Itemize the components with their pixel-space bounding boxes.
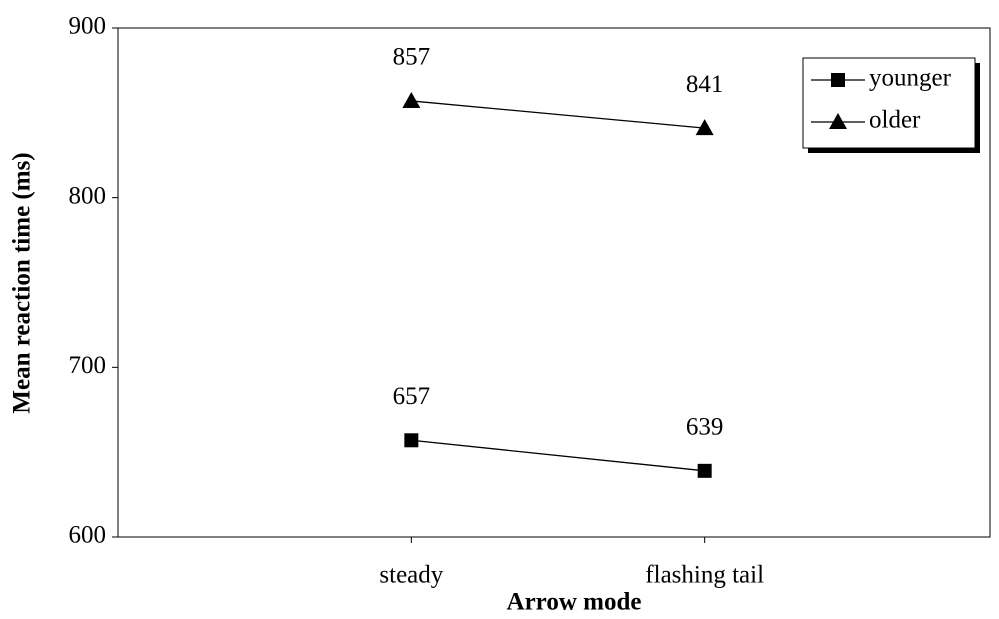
point (695, 119, 714, 136)
point (404, 433, 419, 448)
x-tick-label: flashing tail (645, 562, 764, 589)
point (402, 91, 421, 108)
data-label: 639 (686, 414, 724, 441)
legend-marker (831, 73, 845, 87)
y-axis-title: Mean reaction time (ms) (9, 152, 36, 413)
x-tick-label: steady (379, 562, 443, 589)
y-tick-label: 600 (69, 522, 107, 549)
data-label: 657 (393, 383, 431, 410)
series-line (411, 100, 705, 129)
x-axis-title: Arrow mode (507, 589, 642, 616)
plot-area (117, 27, 991, 538)
y-tick-label: 900 (69, 13, 107, 40)
data-label: 857 (393, 44, 431, 71)
series-line (411, 439, 705, 472)
y-tick-label: 800 (69, 182, 107, 209)
legend-label: younger (869, 65, 952, 92)
data-label: 841 (686, 71, 724, 98)
point (697, 463, 712, 478)
legend-marker (829, 113, 847, 129)
legend-label: older (869, 107, 921, 134)
y-tick-label: 700 (69, 352, 107, 379)
